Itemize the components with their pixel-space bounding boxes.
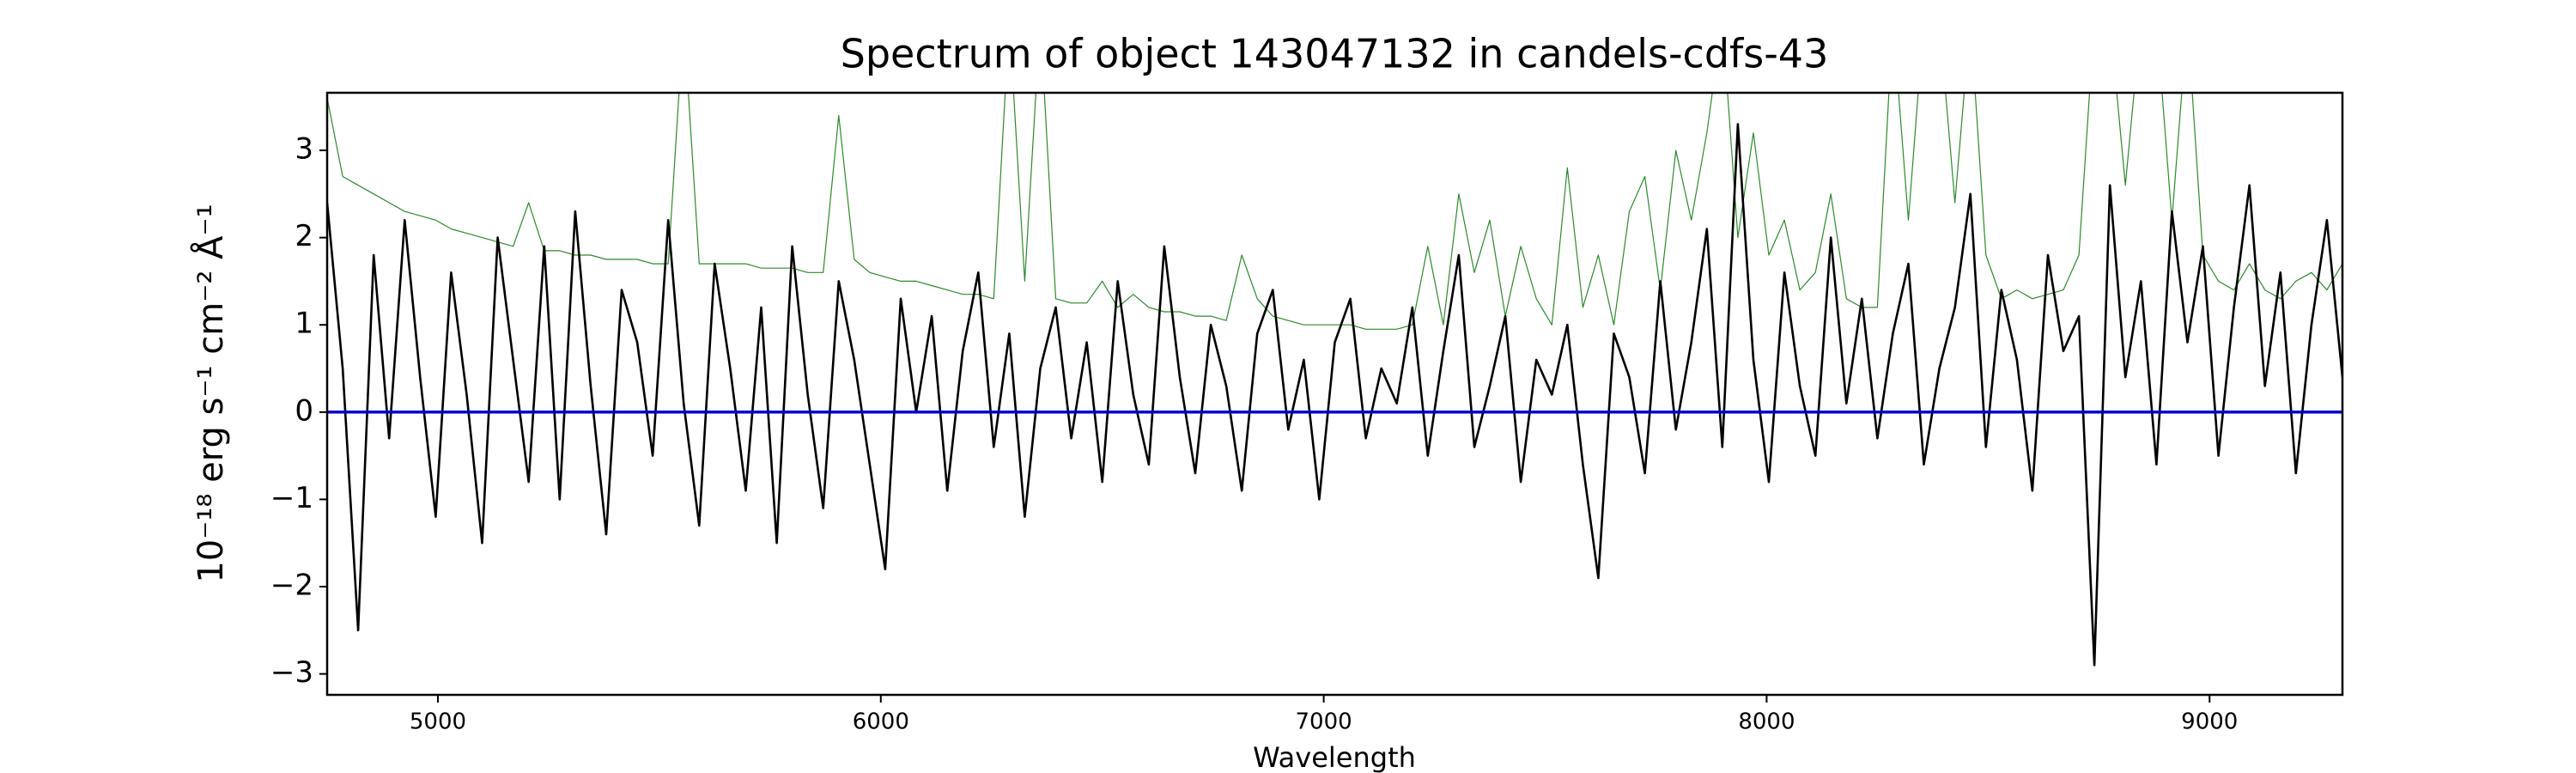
x-tick-label: 9000 — [2181, 709, 2238, 735]
x-axis-label: Wavelength — [1253, 741, 1416, 773]
x-tick-label: 6000 — [853, 709, 909, 735]
x-tick-label: 8000 — [1738, 709, 1795, 735]
x-tick-label: 7000 — [1296, 709, 1352, 735]
y-tick-label: −3 — [270, 655, 313, 690]
y-tick-label: 2 — [295, 219, 313, 253]
spectrum-line — [327, 93, 2342, 330]
y-tick-label: −2 — [270, 569, 313, 603]
spectrum-line — [327, 123, 2342, 666]
plot-area — [327, 93, 2342, 666]
y-tick-label: 0 — [295, 393, 313, 428]
chart-title: Spectrum of object 143047132 in candels-… — [841, 31, 1829, 77]
y-tick-label: 3 — [295, 132, 313, 167]
y-axis-label: 10⁻¹⁸ erg s⁻¹ cm⁻² Å⁻¹ — [190, 204, 231, 582]
y-tick-label: −1 — [270, 481, 313, 515]
x-tick-label: 5000 — [410, 709, 466, 735]
y-tick-label: 1 — [295, 307, 313, 341]
axes-frame — [325, 91, 2344, 697]
